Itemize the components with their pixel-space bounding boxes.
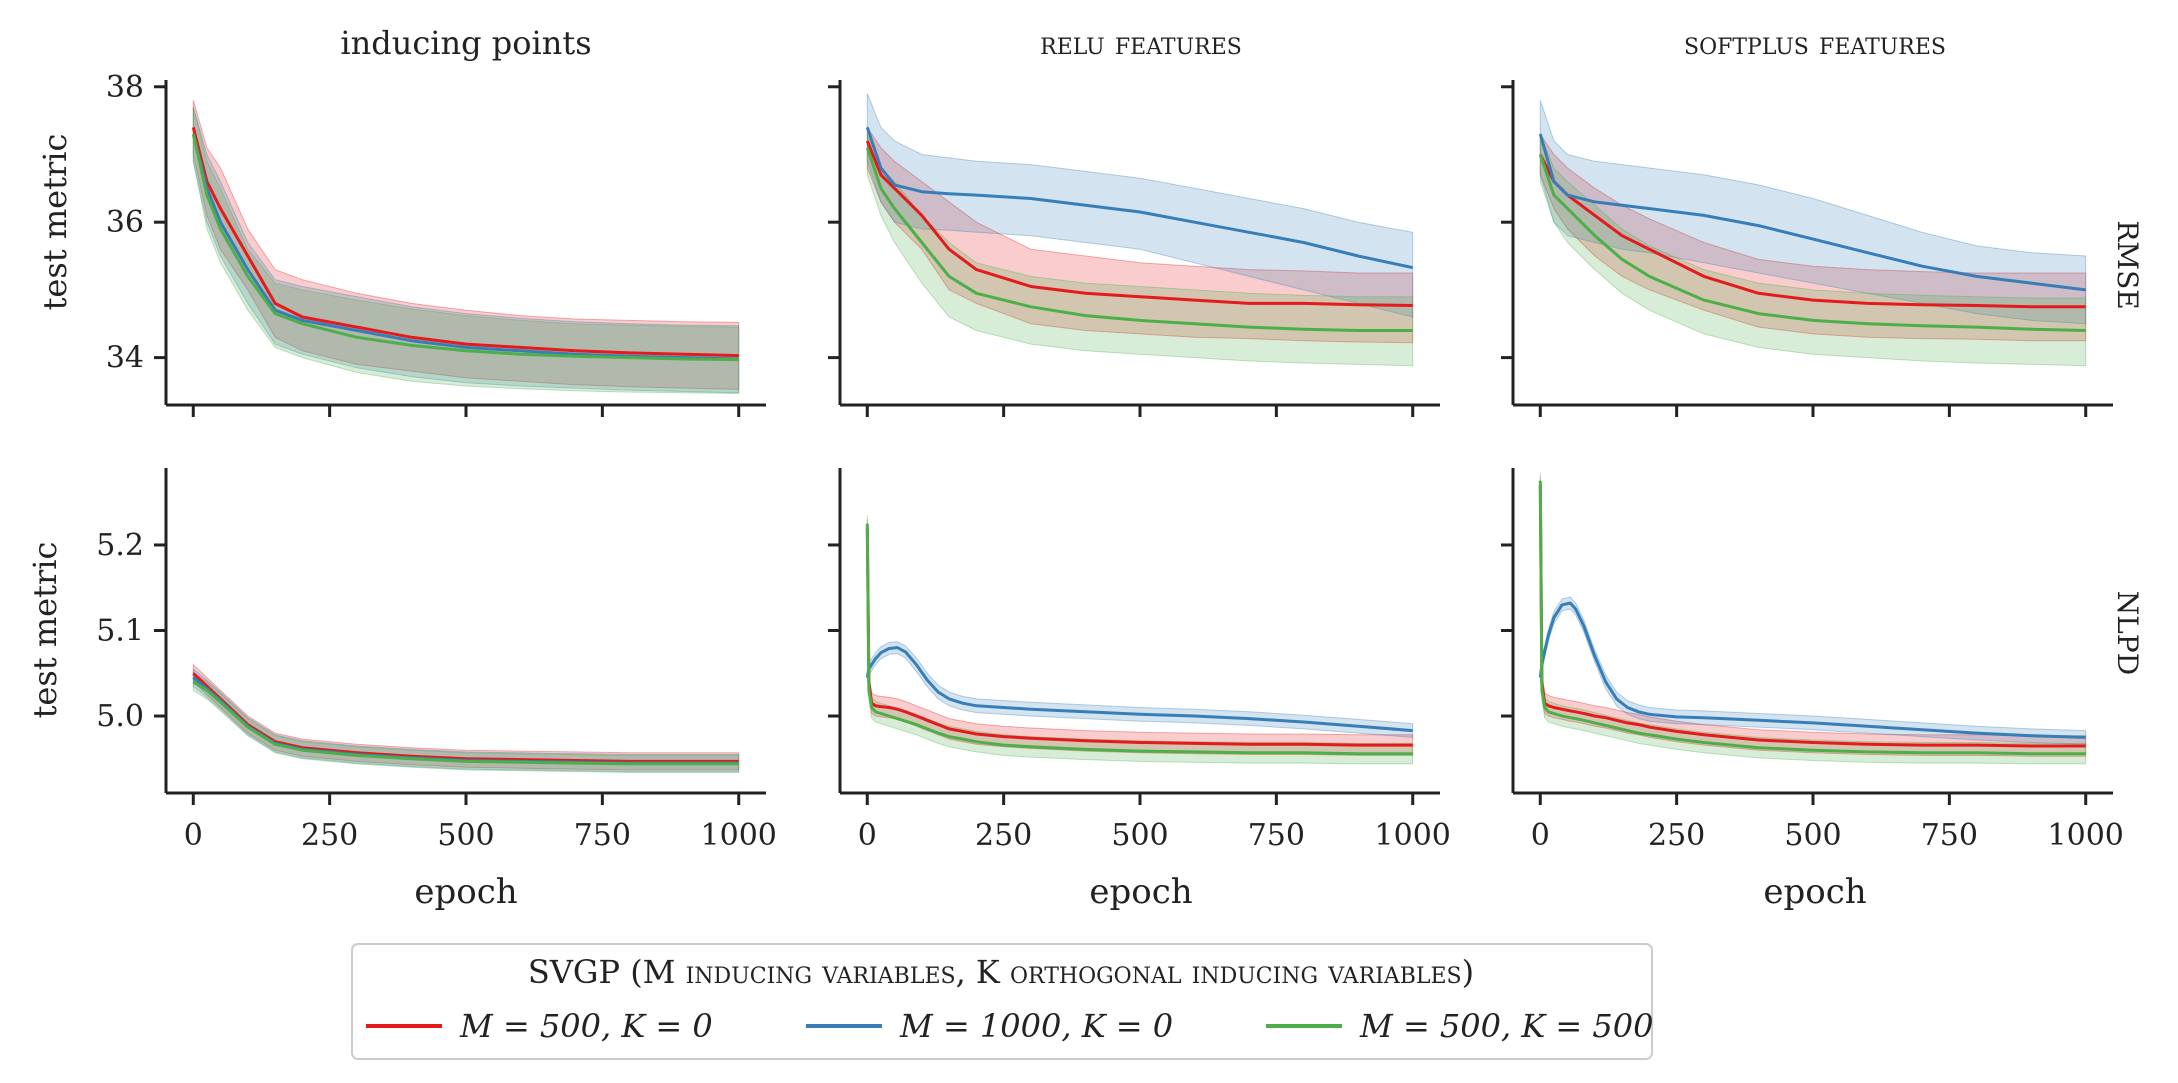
x-tick-label-1000-nlpd-relu-features: 1000: [1375, 818, 1451, 853]
legend: SVGP (M inducing variables, K orthogonal…: [351, 943, 1653, 1060]
row-title-rmse: RMSE: [2111, 220, 2144, 309]
line-m-500-k-0-nlpd-softplus-features: [1538, 485, 2086, 748]
y-tick-label-5-1-nlpd-inducing-points: 5.1: [96, 614, 144, 649]
line-m-500-k-500-nlpd-softplus-features: [1538, 480, 2086, 756]
line-m-500-k-500-rmse-softplus-features: [1538, 154, 2086, 332]
line-m-1000-k-0-rmse-relu-features: [865, 126, 1414, 270]
panel-rmse-inducing-points: 34 36 38: [106, 70, 766, 417]
x-tick-label-500-nlpd-relu-features: 500: [1111, 818, 1168, 853]
x-tick-label-750-nlpd-softplus-features: 750: [1921, 818, 1978, 853]
y-tick-label-34-rmse-inducing-points: 34: [106, 341, 144, 376]
line-m-500-k-500-nlpd-relu-features: [865, 523, 1413, 756]
x-tick-label-250-nlpd-softplus-features: 250: [1648, 818, 1705, 853]
line-m-1000-k-0-nlpd-relu-features: [865, 646, 1413, 733]
ylabel-row-rmse: test metric: [36, 134, 74, 311]
band-m-500-k-0-nlpd-inducing-points: [192, 663, 740, 771]
panel-rmse-relu-features: [828, 80, 1440, 417]
panel-nlpd-relu-features: 0 250 500 750 1000: [828, 468, 1451, 853]
legend-frame: [351, 943, 1653, 1060]
band-m-500-k-500-nlpd-softplus-features: [1539, 472, 2087, 765]
band-m-500-k-0-rmse-relu-features: [866, 125, 1414, 344]
x-tick-label-1000-nlpd-inducing-points: 1000: [701, 818, 777, 853]
panel-nlpd-softplus-features: 0 250 500 750 1000: [1501, 468, 2124, 853]
col-title-relu-features: relu features: [1040, 24, 1242, 62]
y-tick-label-5-2-nlpd-inducing-points: 5.2: [96, 528, 144, 563]
x-tick-label-750-nlpd-relu-features: 750: [1248, 818, 1305, 853]
x-tick-label-500-nlpd-inducing-points: 500: [437, 818, 494, 853]
col-title-inducing-points: inducing points: [340, 24, 591, 62]
band-m-1000-k-0-rmse-relu-features: [866, 93, 1414, 318]
band-m-1000-k-0-rmse-softplus-features: [1539, 100, 2087, 325]
x-tick-label-0-nlpd-inducing-points: 0: [184, 818, 203, 853]
panel-rmse-softplus-features: [1501, 80, 2113, 417]
legend-label-m1000-k0: M = 1000, K = 0: [899, 1007, 1173, 1045]
x-tick-label-250-nlpd-inducing-points: 250: [301, 818, 358, 853]
x-tick-label-750-nlpd-inducing-points: 750: [574, 818, 631, 853]
line-m-1000-k-0-nlpd-softplus-features: [1538, 601, 2086, 739]
y-tick-label-38-rmse-inducing-points: 38: [106, 70, 144, 105]
xlabel-col-2: epoch: [1089, 872, 1192, 912]
x-tick-label-250-nlpd-relu-features: 250: [975, 818, 1032, 853]
row-title-nlpd: NLPD: [2111, 591, 2144, 675]
y-tick-label-5-nlpd-inducing-points: 5.0: [96, 699, 144, 734]
panels: 34 36 38 0 250 500 750 1000 5.0 5.1 5.2 0 250 500 750 1…: [96, 70, 2124, 853]
x-tick-label-500-nlpd-softplus-features: 500: [1784, 818, 1841, 853]
line-m-500-k-500-nlpd-inducing-points: [192, 680, 739, 766]
band-m-1000-k-0-nlpd-relu-features: [866, 641, 1414, 738]
line-m-500-k-0-rmse-inducing-points: [191, 127, 739, 358]
line-m-500-k-500-rmse-relu-features: [865, 147, 1413, 332]
col-title-softplus-features: softplus features: [1684, 24, 1946, 62]
band-m-500-k-0-rmse-inducing-points: [192, 100, 740, 390]
band-m-1000-k-0-nlpd-softplus-features: [1539, 596, 2087, 745]
x-tick-label-0-nlpd-softplus-features: 0: [1531, 818, 1550, 853]
band-m-1000-k-0-nlpd-inducing-points: [192, 667, 740, 773]
band-m-500-k-500-nlpd-inducing-points: [192, 672, 740, 773]
line-m-500-k-0-rmse-softplus-features: [1538, 153, 2086, 309]
panel-nlpd-inducing-points: 0 250 500 750 1000 5.0 5.1 5.2: [96, 468, 777, 853]
line-m-1000-k-0-rmse-softplus-features: [1538, 133, 2086, 292]
band-m-500-k-500-rmse-relu-features: [866, 134, 1414, 367]
x-tick-label-1000-nlpd-softplus-features: 1000: [2048, 818, 2124, 853]
legend-label-m500-k0: M = 500, K = 0: [459, 1007, 713, 1045]
band-m-500-k-500-rmse-softplus-features: [1539, 134, 2087, 367]
legend-label-m500-k500: M = 500, K = 500: [1359, 1007, 1653, 1045]
legend-title: SVGP (M inducing variables, K orthogonal…: [528, 953, 1474, 991]
band-m-500-k-0-nlpd-softplus-features: [1539, 476, 2087, 757]
y-tick-label-36-rmse-inducing-points: 36: [106, 205, 144, 240]
line-m-500-k-500-rmse-inducing-points: [191, 133, 739, 362]
x-tick-label-0-nlpd-relu-features: 0: [858, 818, 877, 853]
line-m-500-k-0-nlpd-relu-features: [865, 527, 1413, 747]
ylabel-row-nlpd: test metric: [26, 542, 64, 719]
xlabel-col-3: epoch: [1763, 872, 1866, 912]
xlabel-col-1: epoch: [414, 872, 517, 912]
line-m-500-k-0-rmse-relu-features: [865, 140, 1413, 307]
